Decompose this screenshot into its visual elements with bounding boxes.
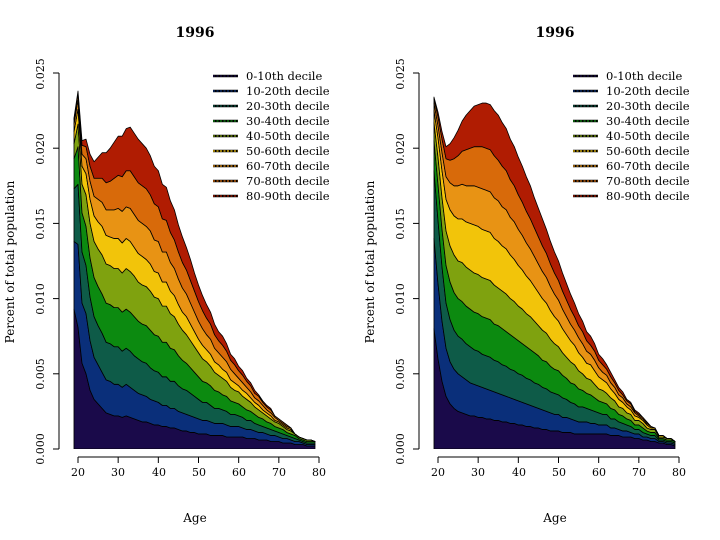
x-tick-label: 70 [632,466,646,479]
legend-label: 60-70th decile [246,159,330,173]
legend-label: 60-70th decile [606,159,690,173]
x-tick-label: 20 [71,466,85,479]
legend-label: 50-60th decile [606,144,690,158]
legend-label: 50-60th decile [246,144,330,158]
legend: 0-10th decile 10-20th decile 20-30th dec… [213,69,330,203]
legend-label: 70-80th decile [246,174,330,188]
legend-label: 80-90th decile [246,189,330,203]
legend-label: 10-20th decile [246,84,330,98]
area-layer [433,96,676,449]
legend-label: 0-10th decile [606,69,682,83]
x-tick-label: 30 [471,466,485,479]
y-tick-label: 0.000 [34,433,47,465]
y-tick-label: 0.000 [394,433,407,465]
y-tick-label: 0.015 [394,208,407,240]
y-tick-label: 0.005 [34,358,47,390]
x-tick-label: 70 [272,466,286,479]
legend-label: 20-30th decile [606,99,690,113]
y-tick-label: 0.010 [34,283,47,315]
y-tick-label: 0.025 [34,58,47,90]
x-tick-label: 30 [111,466,125,479]
x-tick-label: 50 [192,466,206,479]
y-tick-label: 0.015 [34,208,47,240]
y-axis: 0.000 0.005 0.010 0.015 0.020 0.025 [394,58,420,465]
legend-label: 20-30th decile [246,99,330,113]
legend-label: 40-50th decile [606,129,690,143]
y-tick-label: 0.025 [394,58,407,90]
legend-label: 80-90th decile [606,189,690,203]
legend-label: 30-40th decile [246,114,330,128]
area-layer [73,90,316,449]
y-tick-label: 0.005 [394,358,407,390]
y-tick-label: 0.010 [394,283,407,315]
y-tick-label: 0.020 [34,133,47,165]
legend: 0-10th decile 10-20th decile 20-30th dec… [573,69,690,203]
y-tick-label: 0.020 [394,133,407,165]
x-tick-label: 20 [431,466,445,479]
x-axis: 20 30 40 50 60 70 80 [71,456,326,479]
legend-label: 30-40th decile [606,114,690,128]
x-axis: 20 30 40 50 60 70 80 [431,456,686,479]
legend-label: 40-50th decile [246,129,330,143]
x-tick-label: 40 [512,466,526,479]
x-tick-label: 80 [672,466,686,479]
x-axis-label: Age [182,511,206,525]
x-tick-label: 80 [312,466,326,479]
area-series-9 [73,90,316,442]
y-axis-label: Percent of total population [3,180,17,343]
x-tick-label: 60 [592,466,606,479]
chart-title: 1996 [176,25,215,41]
chart-panel-left: 1996 Age Percent of total population 20 … [3,25,330,525]
y-axis-label: Percent of total population [363,180,377,343]
x-tick-label: 60 [232,466,246,479]
chart-title: 1996 [536,25,575,41]
legend-label: 0-10th decile [246,69,322,83]
x-tick-label: 50 [552,466,566,479]
legend-label: 10-20th decile [606,84,690,98]
y-axis: 0.000 0.005 0.010 0.015 0.020 0.025 [34,58,60,465]
legend-label: 70-80th decile [606,174,690,188]
x-tick-label: 40 [152,466,166,479]
x-axis-label: Age [542,511,566,525]
area-series-9 [433,96,676,442]
chart-panel-right: 1996 Age Percent of total population 20 … [363,25,690,525]
